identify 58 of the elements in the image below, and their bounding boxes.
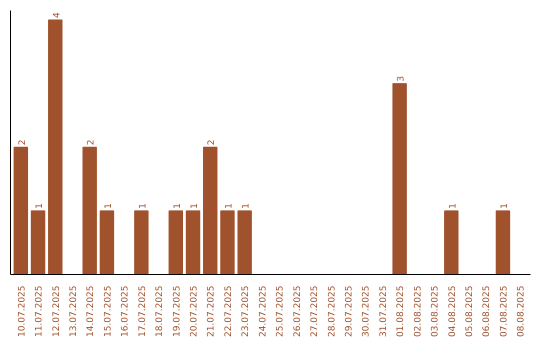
bar [30,210,46,274]
bar [444,210,459,274]
bar [14,146,28,274]
data-label: 1 [500,203,510,209]
x-tick-label: 15.07.2025 [103,286,114,338]
data-label: 4 [52,12,62,18]
x-tick-label: 29.07.2025 [344,286,354,338]
x-tick-label: 13.07.2025 [68,286,79,338]
bar [237,210,252,274]
x-tick-label: 19.07.2025 [172,286,182,338]
x-tick-label: 11.07.2025 [34,286,45,338]
x-tick-label: 26.07.2025 [292,286,303,338]
x-tick-label: 22.07.2025 [224,286,234,338]
bar [168,210,184,274]
x-tick-label: 10.07.2025 [17,286,28,338]
x-tick-label: 04.08.2025 [448,286,458,338]
x-tick-label: 12.07.2025 [52,286,62,338]
data-label: 1 [448,203,458,209]
bar [100,210,114,274]
bar [48,20,62,274]
data-label: 1 [138,203,148,209]
x-tick-label: 27.07.2025 [310,286,320,338]
data-label: 3 [396,76,407,82]
x-tick-label: 21.07.2025 [206,286,217,338]
x-tick-label: 05.08.2025 [465,286,476,338]
x-tick-label: 30.07.2025 [362,286,372,338]
x-tick-label: 16.07.2025 [120,286,131,338]
data-label: 1 [104,203,114,209]
x-tick-label: 18.07.2025 [155,286,166,338]
x-tick-label: 23.07.2025 [241,286,252,338]
x-tick-label: 03.08.2025 [430,286,441,338]
x-tick-label: 07.08.2025 [499,286,510,338]
x-tick-label: 14.07.2025 [86,286,96,338]
bar [186,210,200,274]
data-label: 1 [242,203,252,209]
x-tick-label: 31.07.2025 [378,286,389,338]
data-label: 1 [172,203,183,209]
x-tick-label: 28.07.2025 [327,286,338,338]
bar [392,83,407,274]
data-label: 1 [35,203,46,209]
bar [496,210,510,274]
bar [82,146,97,274]
x-tick-label: 02.08.2025 [413,286,424,338]
data-label: 2 [86,140,97,146]
x-tick-label: 17.07.2025 [138,286,148,338]
bar [134,210,149,274]
x-tick-label: 24.07.2025 [258,286,268,338]
data-label: 1 [224,203,234,209]
x-tick-label: 25.07.2025 [276,286,286,338]
data-label: 2 [207,140,218,146]
bar [203,146,218,274]
data-label: 1 [190,203,200,209]
x-tick-label: 08.08.2025 [516,286,527,338]
bar [220,210,235,274]
data-label: 2 [18,140,28,146]
x-tick-label: 01.08.2025 [396,286,406,338]
x-tick-label: 06.08.2025 [482,286,492,338]
x-tick-label: 20.07.2025 [190,286,200,338]
